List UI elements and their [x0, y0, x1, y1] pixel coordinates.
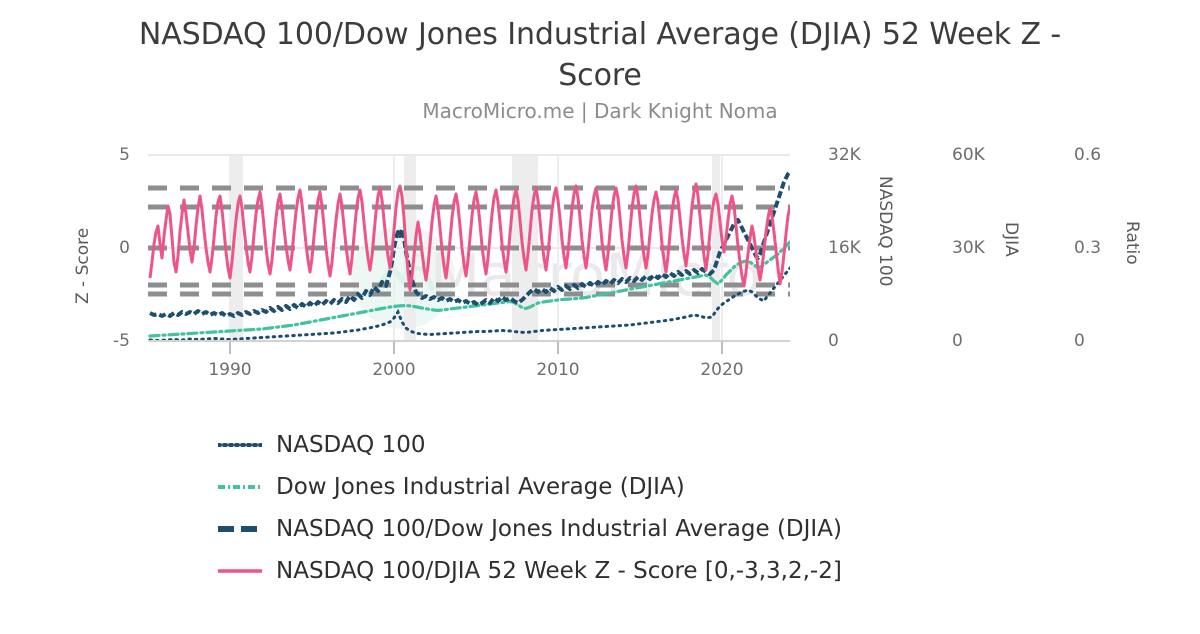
- y-tick-z-neg5: -5: [113, 331, 130, 351]
- axis-title-ratio: Ratio: [1122, 221, 1142, 265]
- x-tick-2010: 2010: [536, 360, 580, 380]
- legend-label-ratio: NASDAQ 100/Dow Jones Industrial Average …: [276, 515, 842, 542]
- axis-title-z-score: Z - Score: [73, 227, 93, 304]
- x-tick-1990: 1990: [208, 360, 252, 380]
- watermark-text: MacroMicro: [430, 241, 762, 309]
- series-djia: [148, 240, 790, 338]
- axis-title-djia: DJIA: [1001, 222, 1021, 257]
- legend-item-ratio[interactable]: NASDAQ 100/Dow Jones Industrial Average …: [218, 508, 1078, 550]
- legend-item-djia[interactable]: Dow Jones Industrial Average (DJIA): [218, 466, 1078, 508]
- chart-subtitle: MacroMicro.me | Dark Knight Noma: [422, 99, 778, 123]
- axis-title-nasdaq-100: NASDAQ 100: [875, 176, 895, 287]
- y-tick-z-5: 5: [119, 145, 130, 165]
- series-nasdaq-100: [148, 266, 790, 341]
- y-tick-djia-30k: 30K: [952, 238, 985, 258]
- legend-label-z-score: NASDAQ 100/DJIA 52 Week Z - Score [0,-3,…: [276, 557, 842, 584]
- y-tick-nasdaq-16k: 16K: [828, 238, 861, 258]
- legend-item-nasdaq-100[interactable]: NASDAQ 100: [218, 424, 1078, 466]
- y-tick-ratio-03: 0.3: [1074, 238, 1102, 258]
- legend-item-z-score[interactable]: NASDAQ 100/DJIA 52 Week Z - Score [0,-3,…: [218, 550, 1078, 592]
- series-nasdaq-djia-ratio: [149, 170, 790, 318]
- legend-label-djia: Dow Jones Industrial Average (DJIA): [276, 473, 685, 500]
- y-tick-ratio-0: 0: [1074, 331, 1085, 351]
- series-z-score: [148, 182, 790, 292]
- x-tick-2020: 2020: [700, 360, 744, 380]
- chart-title: NASDAQ 100/Dow Jones Industrial Average …: [138, 17, 1062, 93]
- y-tick-nasdaq-0: 0: [828, 331, 839, 351]
- legend-label-nasdaq-100: NASDAQ 100: [276, 431, 426, 458]
- x-tick-2000: 2000: [372, 360, 416, 380]
- y-tick-nasdaq-32k: 32K: [828, 145, 861, 165]
- y-tick-djia-0: 0: [952, 331, 963, 351]
- y-tick-z-0: 0: [119, 238, 130, 258]
- chart-legend: NASDAQ 100 Dow Jones Industrial Average …: [218, 424, 1078, 592]
- x-axis-ticks: [229, 341, 723, 354]
- y-tick-ratio-06: 0.6: [1074, 145, 1102, 165]
- y-tick-djia-60k: 60K: [952, 145, 985, 165]
